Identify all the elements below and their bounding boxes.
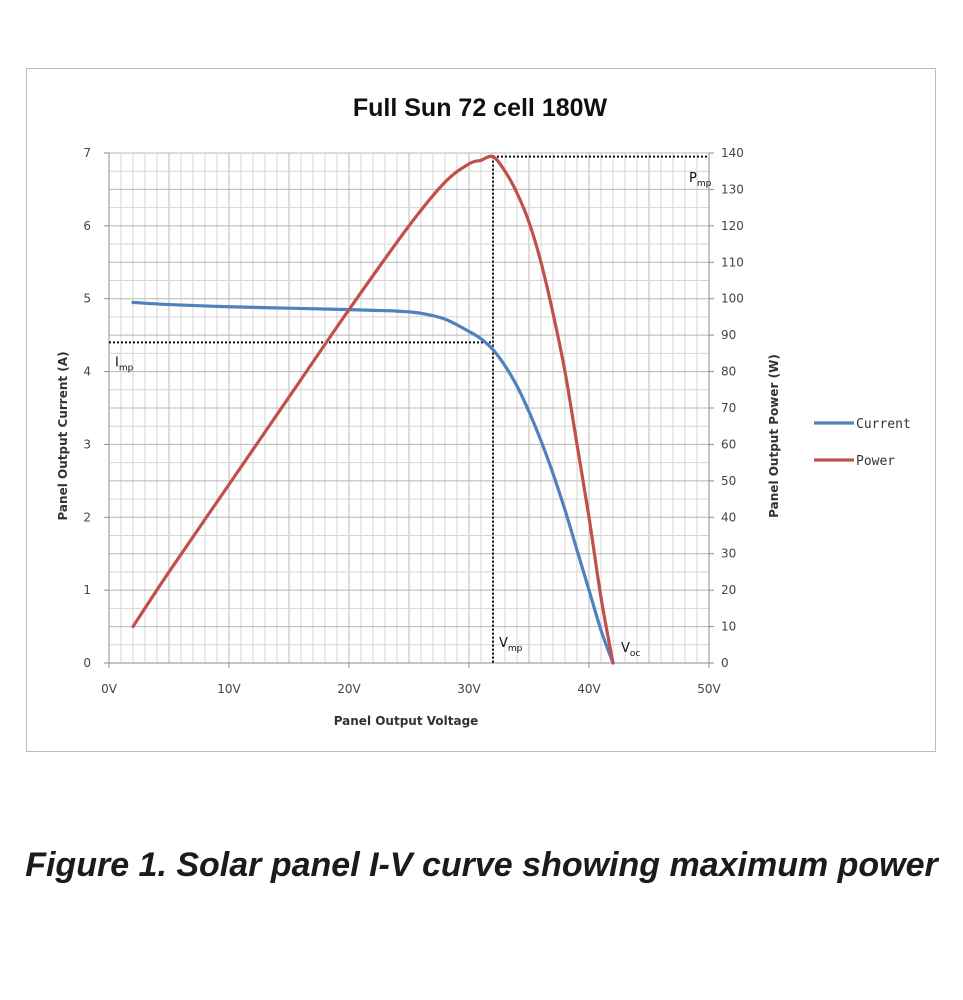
y2-tick-label: 40 [721, 510, 736, 524]
pmp-label: Pmp [689, 171, 712, 189]
y-tick-label: 3 [83, 437, 91, 451]
y2-tick-label: 60 [721, 437, 736, 451]
series-line-power [131, 154, 615, 665]
y2-tick-label: 100 [721, 292, 744, 306]
y2-tick-label: 120 [721, 219, 744, 233]
x-tick-label: 0V [101, 682, 118, 696]
y2-tick-label: 130 [721, 182, 744, 196]
axes: 0123456701020304050607080901001101201301… [83, 146, 744, 696]
y-tick-label: 2 [83, 510, 91, 524]
series [131, 154, 615, 665]
y2-tick-label: 0 [721, 656, 729, 670]
legend-label-power: Power [856, 454, 895, 469]
solar-iv-chart: Full Sun 72 cell 180W 012345670102030405… [56, 94, 911, 728]
grid [108, 152, 710, 664]
reference-lines [109, 155, 709, 663]
chart-frame: Full Sun 72 cell 180W 0 1 2 3 4 5 6 7 0 10 20 30 40 5… [26, 68, 936, 752]
x-axis-title: Panel Output Voltage [334, 714, 479, 728]
y2-tick-label: 80 [721, 365, 736, 379]
y-tick-label: 0 [83, 656, 91, 670]
vmp-label: Vmp [499, 636, 523, 654]
y-axis-title: Panel Output Current (A) [56, 351, 70, 520]
y-tick-label: 4 [83, 365, 91, 379]
legend-label-current: Current [856, 417, 911, 432]
x-tick-label: 30V [457, 682, 481, 696]
legend: Current Power [814, 417, 911, 469]
y-tick-label: 1 [83, 583, 91, 597]
y2-tick-label: 10 [721, 620, 736, 634]
x-tick-label: 10V [217, 682, 241, 696]
y2-tick-label: 70 [721, 401, 736, 415]
y-tick-label: 5 [83, 292, 91, 306]
y2-axis-title: Panel Output Power (W) [767, 354, 781, 518]
figure-caption: Figure 1. Solar panel I-V curve showing … [25, 846, 938, 884]
y2-tick-label: 20 [721, 583, 736, 597]
y-tick-label: 6 [83, 219, 91, 233]
y2-tick-label: 90 [721, 328, 736, 342]
y-tick-label: 7 [83, 146, 91, 160]
y2-tick-label: 110 [721, 255, 744, 269]
y2-tick-label: 50 [721, 474, 736, 488]
chart-title: Full Sun 72 cell 180W [353, 94, 608, 122]
x-tick-label: 50V [697, 682, 721, 696]
imp-label: Imp [115, 355, 134, 373]
y2-tick-label: 140 [721, 146, 744, 160]
x-tick-label: 40V [577, 682, 601, 696]
series-line-current [131, 300, 615, 665]
y2-tick-label: 30 [721, 547, 736, 561]
x-tick-label: 20V [337, 682, 361, 696]
voc-label: Voc [621, 641, 640, 659]
